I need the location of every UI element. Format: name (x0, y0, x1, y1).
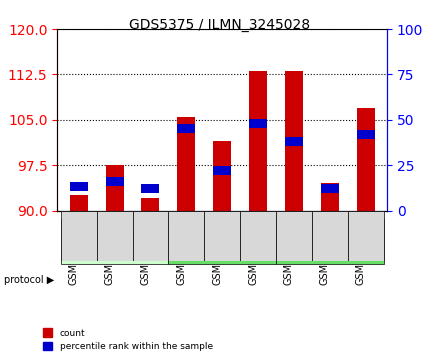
Bar (177, 124, 195, 133)
Bar (321, 183, 339, 211)
Bar (213, 166, 231, 175)
Bar (70, 195, 88, 211)
Bar (70, 182, 88, 191)
Bar (177, 117, 195, 211)
Text: protocol ▶: protocol ▶ (4, 274, 55, 285)
Bar (249, 72, 267, 211)
Bar (106, 177, 124, 186)
FancyBboxPatch shape (169, 211, 204, 261)
Text: shDEK14 shRNA
knockdown: shDEK14 shRNA knockdown (186, 232, 258, 251)
FancyBboxPatch shape (240, 211, 276, 261)
Bar (106, 165, 124, 211)
Text: shDEK17 shRNA
knockdown: shDEK17 shRNA knockdown (293, 232, 366, 251)
FancyBboxPatch shape (276, 219, 384, 264)
FancyBboxPatch shape (169, 219, 276, 264)
FancyBboxPatch shape (276, 211, 312, 261)
FancyBboxPatch shape (97, 211, 132, 261)
FancyBboxPatch shape (132, 211, 169, 261)
Bar (321, 184, 339, 193)
Bar (249, 119, 267, 128)
Bar (357, 130, 374, 139)
FancyBboxPatch shape (204, 211, 240, 261)
Bar (213, 141, 231, 211)
Bar (285, 137, 303, 146)
FancyBboxPatch shape (312, 211, 348, 261)
Bar (357, 108, 374, 211)
Text: GDS5375 / ILMN_3245028: GDS5375 / ILMN_3245028 (129, 18, 311, 32)
Text: empty vector
shRNA control: empty vector shRNA control (83, 232, 147, 251)
Bar (285, 72, 303, 211)
Legend: count, percentile rank within the sample: count, percentile rank within the sample (40, 325, 216, 355)
Bar (142, 184, 159, 193)
Bar (142, 199, 159, 211)
FancyBboxPatch shape (348, 211, 384, 261)
FancyBboxPatch shape (61, 211, 97, 261)
FancyBboxPatch shape (61, 219, 169, 264)
